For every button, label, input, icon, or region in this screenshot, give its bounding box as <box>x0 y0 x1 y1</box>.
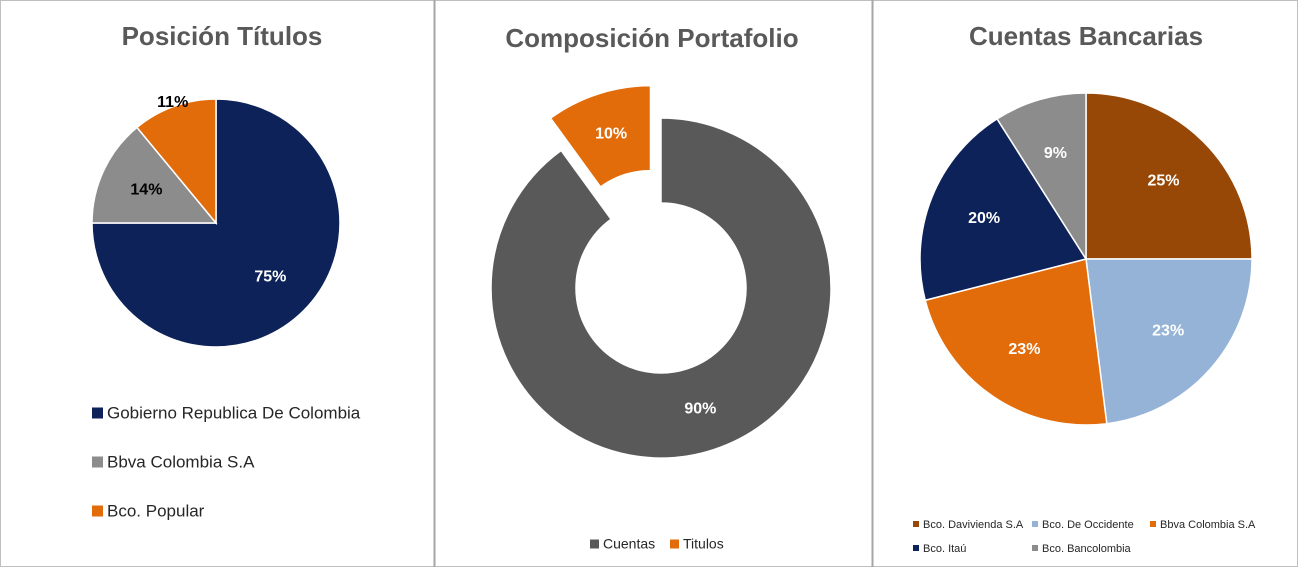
legend-label: Bco. Popular <box>107 501 205 520</box>
legend-swatch <box>92 407 103 419</box>
data-label: 9% <box>1044 145 1067 162</box>
legend-swatch <box>913 521 919 527</box>
legend-label: Bco. Itaú <box>923 543 966 555</box>
chart-title: Posición Títulos <box>122 21 323 51</box>
slice <box>996 92 1087 262</box>
slice <box>924 258 1108 426</box>
data-label: 23% <box>1008 341 1040 358</box>
data-label: 10% <box>595 126 627 143</box>
slice <box>490 117 832 459</box>
slice <box>1085 258 1253 425</box>
slice <box>135 98 217 226</box>
slice <box>1085 92 1253 260</box>
legend-label: Titulos <box>683 536 724 552</box>
data-label: 90% <box>684 400 716 417</box>
legend-label: Bco. Davivienda S.A <box>923 519 1024 531</box>
legend-swatch <box>1150 521 1156 527</box>
legend-label: Cuentas <box>603 536 655 552</box>
chart-title: Composición Portafolio <box>505 23 798 53</box>
legend-label: Bbva Colombia S.A <box>107 452 255 471</box>
legend-label: Gobierno Republica De Colombia <box>107 403 361 422</box>
data-label: 20% <box>968 210 1000 227</box>
legend-swatch <box>92 456 103 468</box>
legend-label: Bbva Colombia S.A <box>1160 519 1256 531</box>
data-label: 11% <box>157 94 188 111</box>
legend-label: Bco. Bancolombia <box>1042 543 1132 555</box>
data-label: 25% <box>1147 173 1179 190</box>
legend-swatch <box>1032 521 1038 527</box>
legend-swatch <box>670 539 679 549</box>
legend-swatch <box>590 539 599 549</box>
slice <box>919 117 1088 302</box>
slice <box>549 84 652 188</box>
data-label: 23% <box>1152 323 1184 340</box>
data-label: 75% <box>254 269 286 286</box>
legend-swatch <box>1032 545 1038 551</box>
legend-swatch <box>92 505 103 517</box>
chart-title: Cuentas Bancarias <box>969 21 1203 51</box>
data-label: 14% <box>130 181 162 198</box>
slice <box>91 126 218 224</box>
legend-swatch <box>913 545 919 551</box>
legend-label: Bco. De Occidente <box>1042 519 1134 531</box>
